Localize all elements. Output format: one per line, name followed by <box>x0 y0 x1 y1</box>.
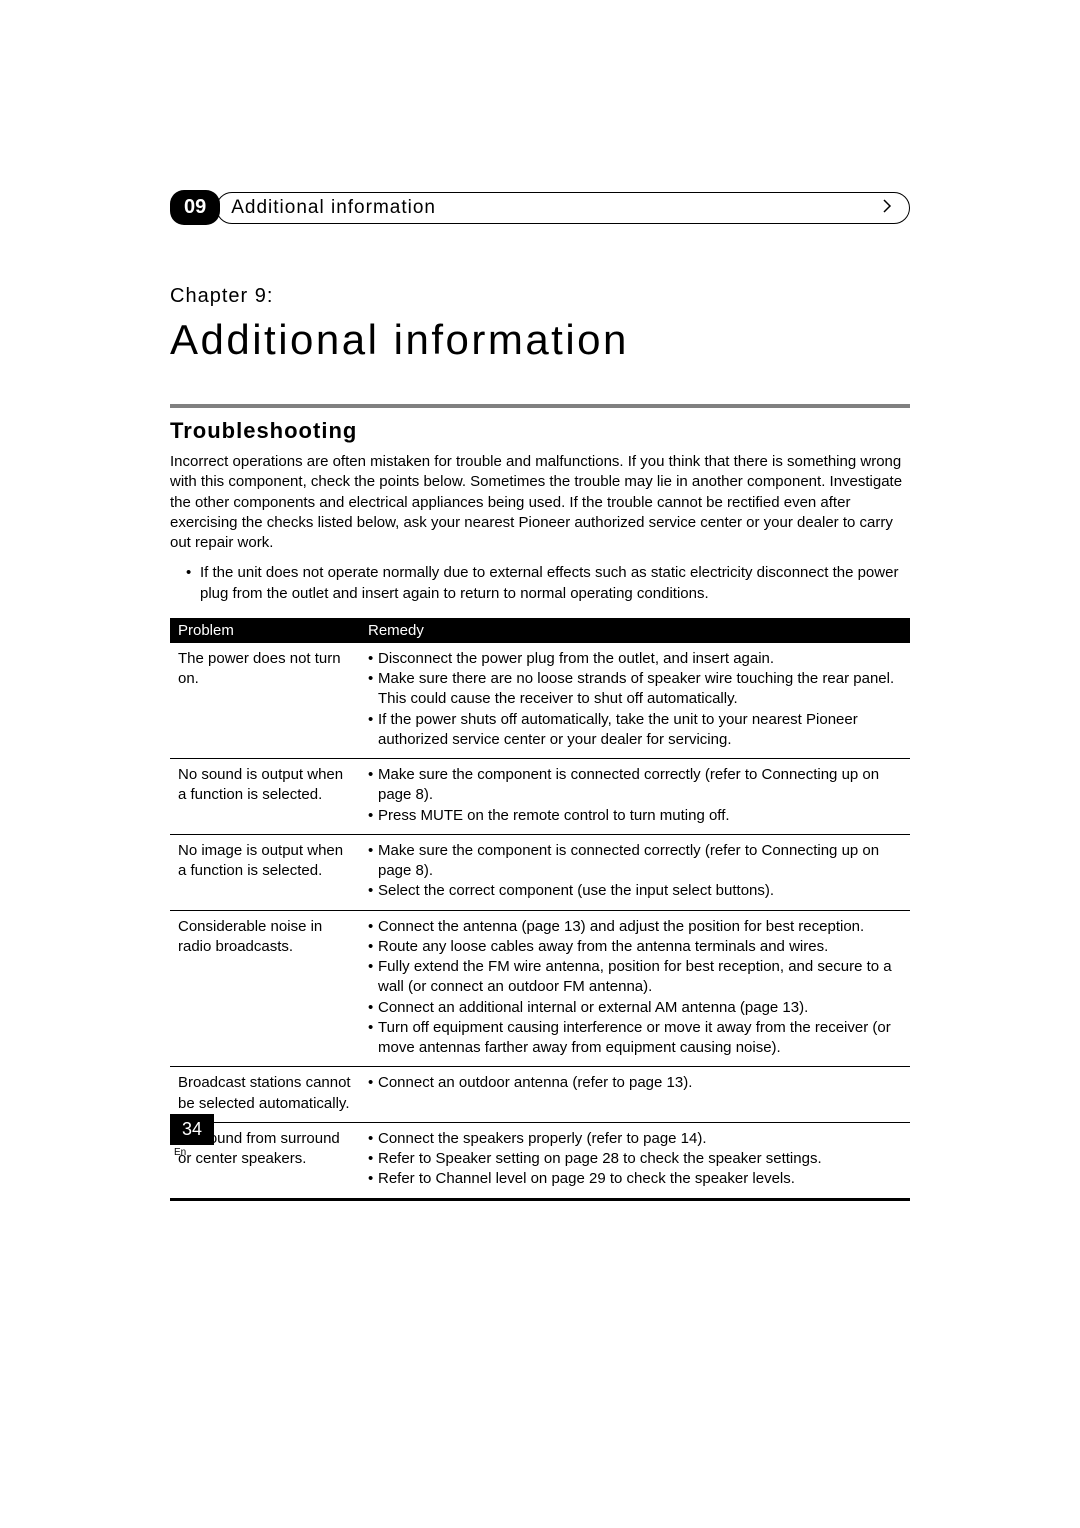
problem-cell: Considerable noise in radio broadcasts. <box>170 910 360 1067</box>
remedy-item: Press MUTE on the remote control to turn… <box>368 806 902 826</box>
table-header-problem: Problem <box>170 618 360 643</box>
remedy-item: Refer to Channel level on page 29 to che… <box>368 1169 902 1189</box>
table-header-remedy: Remedy <box>360 618 910 643</box>
remedy-item: Fully extend the FM wire antenna, positi… <box>368 957 902 998</box>
table-row: Considerable noise in radio broadcasts. C… <box>170 910 910 1067</box>
remedy-item: Make sure there are no loose strands of … <box>368 669 902 710</box>
chapter-number-badge: 09 <box>170 190 220 225</box>
page-footer: 34 En <box>170 1114 214 1158</box>
problem-cell: The power does not turn on. <box>170 643 360 759</box>
remedy-item: Refer to Speaker setting on page 28 to c… <box>368 1149 902 1169</box>
remedy-cell: Connect the speakers properly (refer to … <box>360 1122 910 1199</box>
remedy-item: Turn off equipment causing interference … <box>368 1018 902 1059</box>
remedy-cell: Disconnect the power plug from the outle… <box>360 643 910 759</box>
table-row: Broadcast stations cannot be selected au… <box>170 1067 910 1123</box>
chevron-right-icon <box>883 199 893 216</box>
header-pill: Additional information <box>216 192 910 224</box>
remedy-cell: Make sure the component is connected cor… <box>360 834 910 910</box>
remedy-item: Connect an outdoor antenna (refer to pag… <box>368 1073 902 1093</box>
section-note: If the unit does not operate normally du… <box>170 563 910 604</box>
remedy-cell: Connect an outdoor antenna (refer to pag… <box>360 1067 910 1123</box>
section-title: Troubleshooting <box>170 418 910 444</box>
header-section-title: Additional information <box>231 197 436 219</box>
table-row: No sound from surround or center speaker… <box>170 1122 910 1199</box>
section-divider <box>170 404 910 408</box>
remedy-item: Make sure the component is connected cor… <box>368 841 902 882</box>
remedy-cell: Make sure the component is connected cor… <box>360 759 910 835</box>
page-header: 09 Additional information <box>170 190 910 225</box>
troubleshooting-table: Problem Remedy The power does not turn o… <box>170 618 910 1201</box>
remedy-item: Disconnect the power plug from the outle… <box>368 649 902 669</box>
remedy-item: Connect the speakers properly (refer to … <box>368 1129 902 1149</box>
problem-cell: No image is output when a function is se… <box>170 834 360 910</box>
chapter-label: Chapter 9: <box>170 285 910 308</box>
table-row: The power does not turn on. Disconnect th… <box>170 643 910 759</box>
problem-cell: No sound is output when a function is se… <box>170 759 360 835</box>
remedy-item: Connect an additional internal or extern… <box>368 998 902 1018</box>
section-intro: Incorrect operations are often mistaken … <box>170 452 910 553</box>
table-row: No sound is output when a function is se… <box>170 759 910 835</box>
page-number: 34 <box>170 1114 214 1145</box>
remedy-item: If the power shuts off automatically, ta… <box>368 710 902 751</box>
remedy-item: Connect the antenna (page 13) and adjust… <box>368 917 902 937</box>
page-language: En <box>174 1147 214 1158</box>
remedy-item: Select the correct component (use the in… <box>368 881 902 901</box>
chapter-title: Additional information <box>170 316 910 364</box>
table-row: No image is output when a function is se… <box>170 834 910 910</box>
remedy-cell: Connect the antenna (page 13) and adjust… <box>360 910 910 1067</box>
remedy-item: Route any loose cables away from the ant… <box>368 937 902 957</box>
remedy-item: Make sure the component is connected cor… <box>368 765 902 806</box>
